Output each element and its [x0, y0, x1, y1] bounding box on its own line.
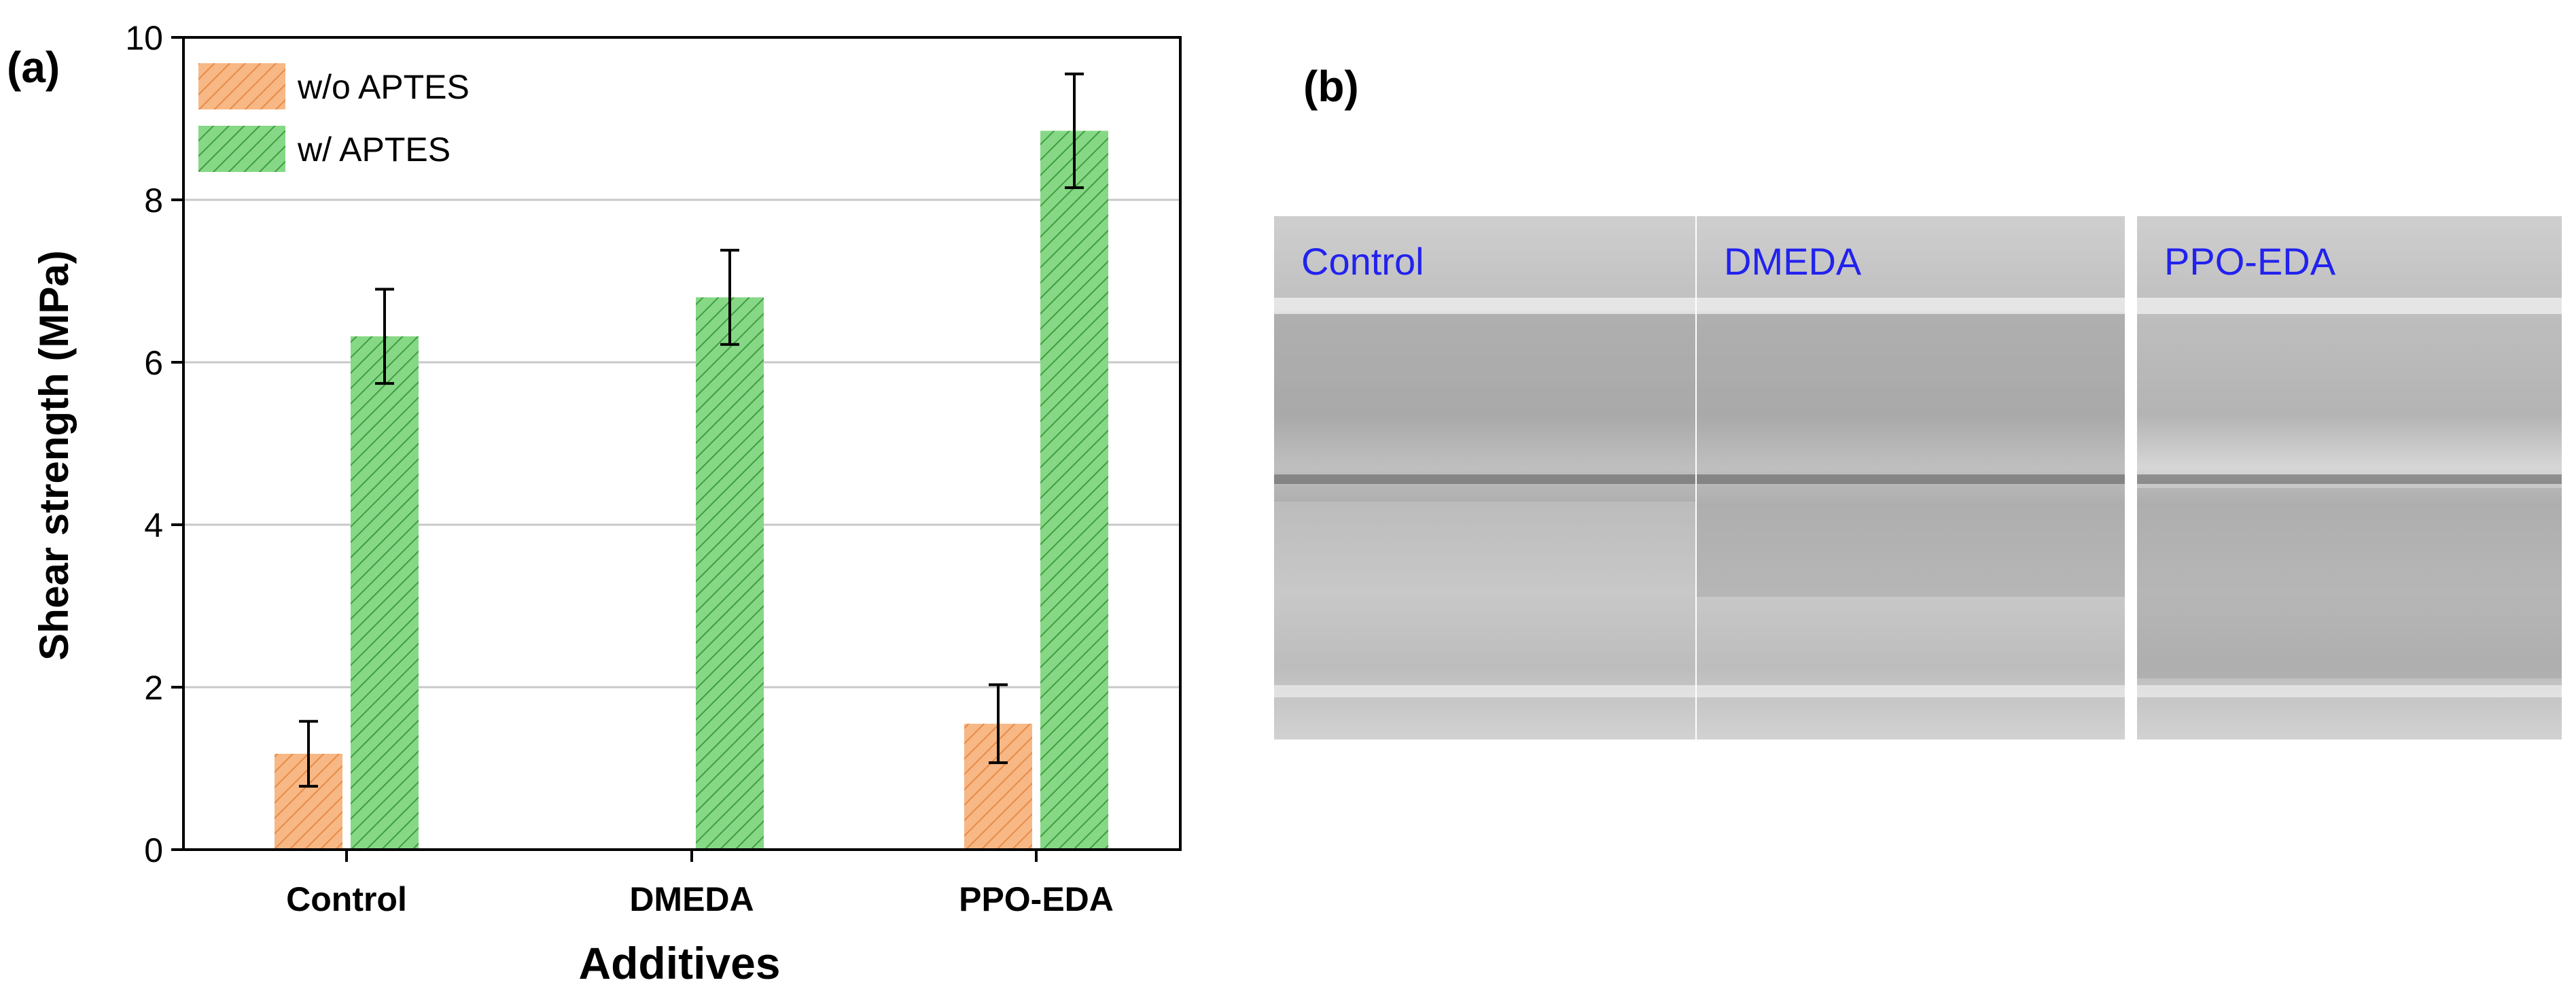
y-tick-label: 8	[144, 181, 163, 220]
panel-b-label: (b)	[1303, 62, 1359, 111]
photo-label: PPO-EDA	[2164, 240, 2336, 283]
specimen-photo-dmeda: DMEDA	[1697, 216, 2125, 740]
x-tick-label: Control	[286, 880, 407, 918]
specimen-photo-ppo-eda: PPO-EDA	[2137, 216, 2562, 740]
bar-w-aptes	[696, 297, 764, 850]
residue-streak	[1274, 685, 1695, 697]
y-tick-label: 2	[144, 669, 163, 707]
y-tick-label: 10	[125, 19, 163, 57]
y-ticks: 0 2 4 6 8 10	[125, 19, 183, 869]
residue-streak	[1274, 298, 1695, 314]
plot-frame	[182, 36, 1182, 851]
x-tick-label: DMEDA	[629, 880, 754, 918]
joint-line	[2137, 474, 2562, 484]
x-axis-label: Additives	[578, 938, 780, 988]
x-ticks: Control DMEDA PPO-EDA	[286, 850, 1114, 918]
residue-streak	[1697, 298, 2125, 314]
joint-line	[1697, 474, 2125, 484]
legend-label: w/o APTES	[297, 68, 470, 106]
photo-label: DMEDA	[1724, 240, 1862, 283]
legend-swatch	[198, 126, 285, 172]
adhesive-band	[1274, 311, 1695, 502]
grid-lines	[183, 198, 1180, 689]
residue-streak	[2137, 685, 2562, 697]
y-tick-label: 6	[144, 344, 163, 382]
photo-label: Control	[1301, 240, 1424, 283]
residue-streak	[2137, 298, 2562, 314]
joint-line	[1274, 474, 1695, 484]
bar-w-aptes	[351, 336, 419, 850]
bar-chart: 0 2 4 6 8 10 Control DMEDA PPO-EDA w/o APTES w/ …	[31, 19, 1182, 988]
bars	[275, 131, 1108, 850]
y-axis-label: Shear strength (MPa)	[31, 250, 77, 660]
x-tick-label: PPO-EDA	[959, 880, 1114, 918]
legend-label: w/ APTES	[297, 131, 451, 169]
y-tick-label: 0	[144, 831, 163, 869]
specimen-photo: Control DMEDA PPO-EDA	[1274, 216, 2562, 740]
specimen-photo-control: Control	[1274, 216, 1695, 740]
adhesive-band	[2137, 488, 2562, 678]
legend-swatch	[198, 63, 285, 109]
error-bars	[299, 72, 1084, 788]
adhesive-band	[1697, 311, 2125, 597]
panel-a-label: (a)	[7, 43, 60, 92]
residue-streak	[1697, 685, 2125, 697]
bar-w-aptes	[1040, 131, 1108, 850]
legend: w/o APTES w/ APTES	[198, 63, 470, 172]
y-tick-label: 4	[144, 506, 163, 544]
